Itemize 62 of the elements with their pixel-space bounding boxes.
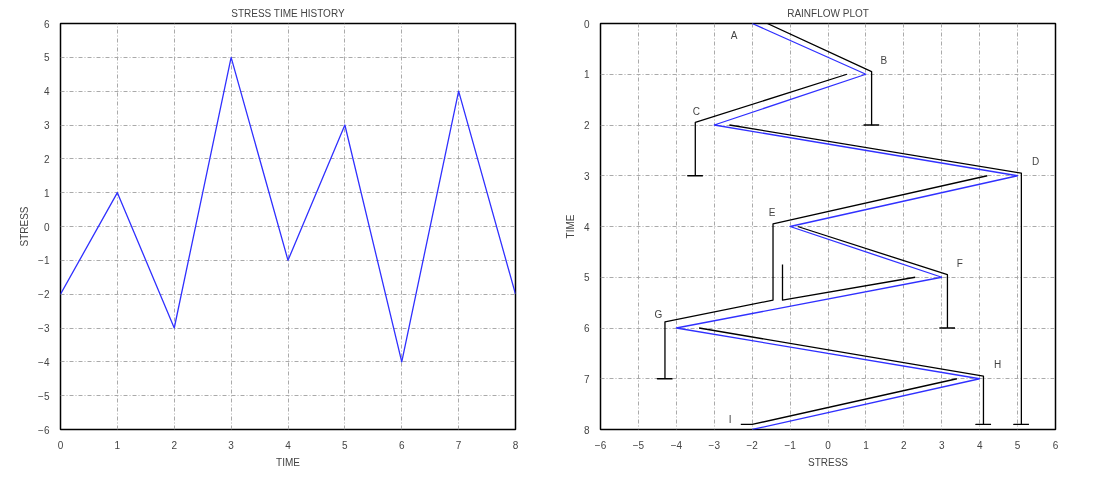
- y-tick-label: 2: [583, 120, 590, 131]
- x-tick-label: −5: [632, 439, 645, 451]
- y-axis-title: STRESS: [19, 206, 31, 247]
- y-tick-label: −2: [38, 289, 50, 301]
- y-tick-label: 1: [43, 187, 50, 199]
- x-tick-label: 4: [285, 439, 292, 451]
- y-tick-label: 3: [43, 120, 50, 131]
- x-tick-label: 6: [1052, 439, 1059, 451]
- y-tick-label: 8: [583, 424, 590, 436]
- y-tick-label: −5: [38, 390, 50, 402]
- y-tick-label: −1: [38, 255, 50, 267]
- annotation: I: [728, 414, 732, 425]
- annotation: C: [692, 105, 700, 117]
- y-tick-label: 4: [43, 86, 50, 98]
- annotation: D: [1031, 156, 1040, 168]
- y-tick-label: 3: [583, 170, 590, 182]
- y-tick-label: 1: [583, 69, 590, 81]
- x-tick-label: 5: [342, 439, 349, 451]
- y-tick-label: 0: [43, 221, 50, 233]
- x-tick-label: −6: [594, 439, 607, 451]
- y-tick-label: 5: [43, 52, 50, 64]
- x-tick-label: −2: [746, 439, 759, 451]
- annotation: G: [654, 308, 663, 320]
- x-tick-label: 4: [976, 439, 983, 451]
- x-tick-label: −1: [784, 439, 797, 451]
- y-tick-label: −3: [38, 323, 50, 334]
- y-tick-label: −6: [38, 424, 50, 436]
- y-tick-label: 6: [43, 18, 50, 30]
- x-tick-label: 3: [938, 439, 945, 451]
- annotation: B: [880, 54, 888, 66]
- y-tick-label: 6: [583, 323, 590, 334]
- y-tick-label: −4: [38, 356, 50, 368]
- x-tick-label: 0: [825, 439, 832, 451]
- x-tick-label: 0: [57, 439, 64, 451]
- x-tick-label: 8: [512, 439, 519, 451]
- x-axis-title: STRESS: [808, 456, 849, 468]
- y-tick-label: 7: [583, 373, 590, 385]
- annotation: H: [994, 359, 1002, 371]
- annotation: E: [768, 207, 776, 218]
- line-series: [60, 56, 516, 363]
- x-tick-label: 3: [228, 439, 235, 451]
- line-series: [656, 175, 988, 380]
- x-tick-label: 1: [863, 439, 870, 451]
- x-tick-label: −3: [708, 439, 721, 451]
- x-axis-title: TIME: [276, 456, 301, 468]
- x-tick-label: 2: [901, 439, 908, 451]
- x-tick-label: 7: [455, 439, 462, 451]
- line-series: [675, 23, 1019, 430]
- x-tick-label: 5: [1014, 439, 1021, 451]
- annotation: A: [730, 30, 738, 41]
- x-tick-label: 6: [398, 439, 405, 451]
- y-tick-label: 4: [583, 221, 590, 233]
- annotation: F: [956, 257, 963, 269]
- y-tick-label: 2: [43, 153, 50, 165]
- y-tick-label: 0: [583, 18, 590, 30]
- chart-title: RAINFLOW PLOT: [787, 7, 869, 19]
- x-tick-label: −4: [670, 439, 683, 451]
- x-tick-label: 2: [171, 439, 178, 451]
- chart-title: STRESS TIME HISTORY: [231, 7, 345, 19]
- y-axis-title: TIME: [564, 214, 576, 239]
- y-tick-label: 5: [583, 272, 590, 284]
- x-tick-label: 1: [114, 439, 121, 451]
